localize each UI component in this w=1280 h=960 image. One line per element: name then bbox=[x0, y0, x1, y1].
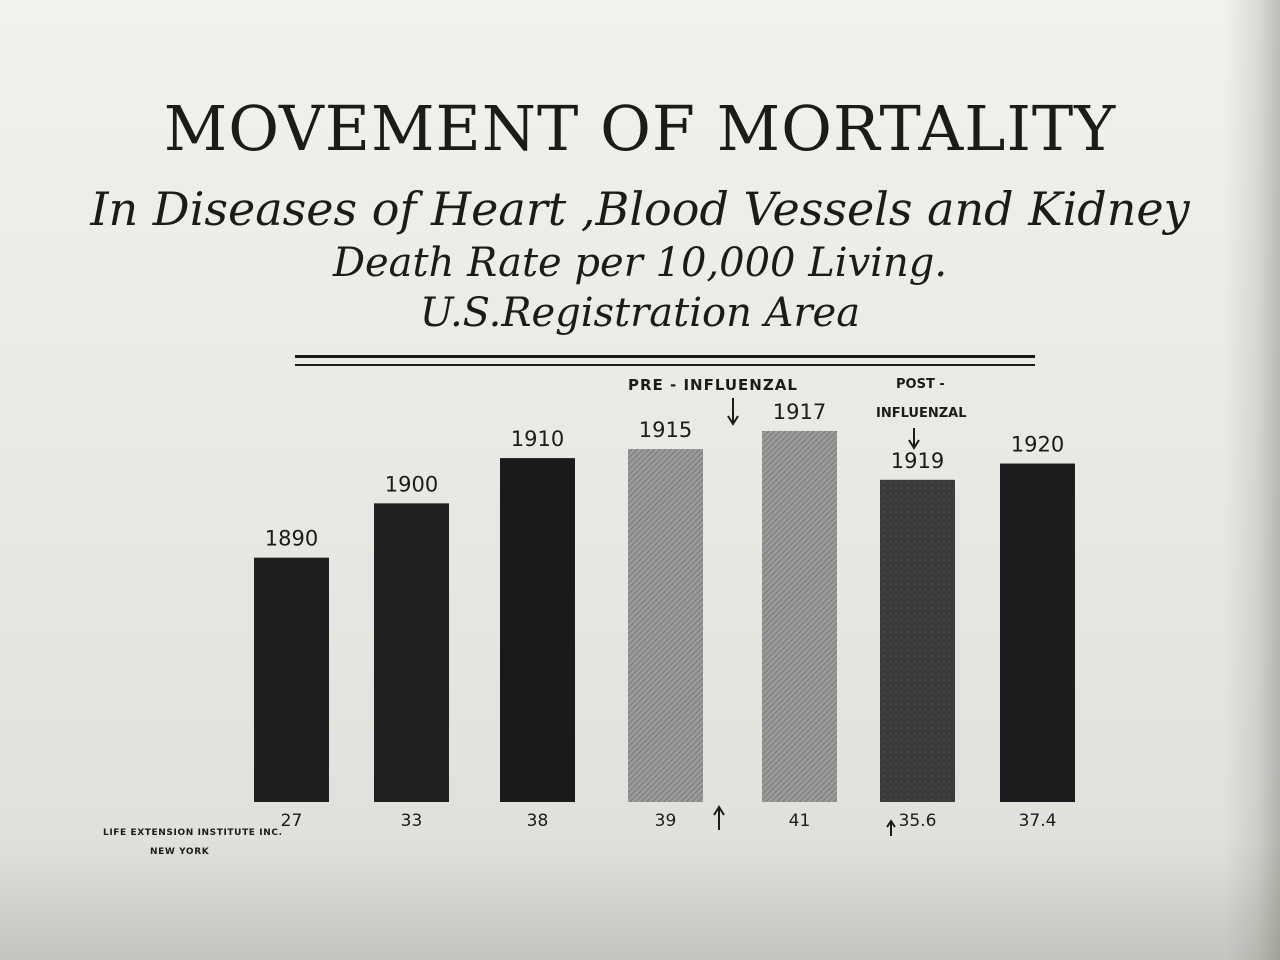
chart-title: MOVEMENT OF MORTALITY bbox=[163, 92, 1117, 165]
year-label-1900: 1900 bbox=[385, 472, 438, 496]
bars-layer: 1890 27 1900 33 1910 38 1915 39 1917 41 1919 35.6 19… bbox=[254, 400, 1075, 831]
bar-1917 bbox=[762, 430, 837, 802]
page-bottom-shadow bbox=[0, 840, 1280, 960]
year-label-1910: 1910 bbox=[511, 427, 564, 451]
post-influenzal-label-line2: INFLUENZAL bbox=[876, 406, 967, 421]
year-label-1920: 1920 bbox=[1011, 433, 1064, 457]
value-label-1900: 33 bbox=[401, 811, 423, 831]
value-label-1917: 41 bbox=[789, 811, 811, 831]
arrows-layer bbox=[713, 398, 920, 836]
pre-influenzal-up-arrow-head bbox=[713, 805, 725, 816]
pre-influenzal-down-arrow-head bbox=[727, 415, 739, 426]
credit-institute: LIFE EXTENSION INSTITUTE INC. bbox=[103, 828, 283, 838]
bar-1915 bbox=[628, 449, 703, 802]
post-influenzal-down-arrow-head bbox=[908, 439, 920, 450]
bar-1919 bbox=[880, 479, 955, 802]
value-label-1920: 37.4 bbox=[1019, 811, 1057, 831]
year-label-1917: 1917 bbox=[773, 400, 826, 424]
bar-1910 bbox=[500, 458, 575, 802]
chart-subtitle-2: Death Rate per 10,000 Living. bbox=[332, 240, 948, 286]
value-label-1915: 39 bbox=[655, 811, 677, 831]
bar-1890 bbox=[254, 557, 329, 802]
post-influenzal-label-line1: POST - bbox=[896, 377, 945, 392]
value-label-1910: 38 bbox=[527, 811, 549, 831]
chart-subtitle-3: U.S.Registration Area bbox=[419, 290, 861, 336]
bar-1900 bbox=[374, 503, 449, 802]
year-label-1919: 1919 bbox=[891, 449, 944, 473]
value-label-1890: 27 bbox=[281, 811, 303, 831]
page-edge-shadow bbox=[1224, 0, 1280, 960]
chart-subtitle-1: In Diseases of Heart ,Blood Vessels and … bbox=[90, 182, 1190, 236]
value-label-1919: 35.6 bbox=[899, 811, 937, 831]
bar-1920 bbox=[1000, 463, 1075, 802]
year-label-1915: 1915 bbox=[639, 418, 692, 442]
pre-influenzal-label: PRE - INFLUENZAL bbox=[628, 376, 798, 394]
title-rule-top bbox=[295, 355, 1035, 358]
title-rule-bottom bbox=[295, 364, 1035, 366]
credit-city: NEW YORK bbox=[150, 847, 210, 857]
year-label-1890: 1890 bbox=[265, 527, 318, 551]
post-influenzal-up-arrow-head bbox=[886, 819, 896, 828]
